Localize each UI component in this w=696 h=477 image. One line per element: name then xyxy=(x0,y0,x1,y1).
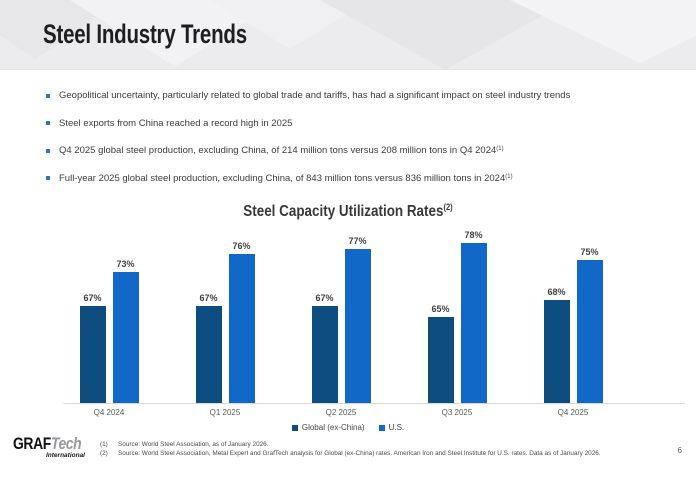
bar xyxy=(195,306,222,403)
bullet-item: Q4 2025 global steel production, excludi… xyxy=(46,145,676,157)
bullet-square-icon xyxy=(46,148,50,153)
legend-item: Global (ex-China) xyxy=(291,423,365,432)
graftech-logo: GRAFTech International xyxy=(13,434,99,459)
slide-header: Steel Industry Trends xyxy=(0,0,696,70)
bar-value-label: 73% xyxy=(116,259,135,269)
bullet-square-icon xyxy=(46,176,50,180)
bullet-item: Full-year 2025 global steel production, … xyxy=(46,173,676,185)
bar xyxy=(311,306,338,403)
bar-value-label: 68% xyxy=(547,287,566,297)
bar xyxy=(576,260,603,403)
chart-title-text: Steel Capacity Utilization Rates xyxy=(243,203,444,220)
bar-column: 76% xyxy=(228,241,255,403)
bullet-list: Geopolitical uncertainty, particularly r… xyxy=(46,90,676,200)
category-label: Q4 2024 xyxy=(93,408,125,417)
bullet-text: Geopolitical uncertainty, particularly r… xyxy=(59,90,571,101)
bar xyxy=(543,300,570,403)
bar-column: 65% xyxy=(427,304,454,403)
bullet-text: Steel exports from China reached a recor… xyxy=(59,117,293,129)
footnote-number: (2) xyxy=(100,450,108,457)
x-axis-labels: Q4 2024 Q1 2025 Q2 2025 Q3 2025 Q4 2025 xyxy=(51,408,631,417)
bar-value-label: 67% xyxy=(315,293,334,303)
bullet-item: Geopolitical uncertainty, particularly r… xyxy=(46,90,676,102)
footnote-ref: (1) xyxy=(505,173,513,180)
logo-wordmark: GRAFTech xyxy=(13,434,84,454)
bar xyxy=(228,254,255,403)
chart-title-footnote-ref: (2) xyxy=(443,202,453,212)
bullet-text: Full-year 2025 global steel production, … xyxy=(59,172,513,184)
bar-chart-plot: 67% 73% 67% 76% 67% 77% 65% 78% 68% 75% xyxy=(51,228,631,403)
footnote-number: (1) xyxy=(100,441,108,448)
logo-text-tech: Tech xyxy=(50,434,82,453)
bar xyxy=(427,317,454,403)
bar xyxy=(460,243,487,403)
chart-title: Steel Capacity Utilization Rates(2) xyxy=(56,202,641,221)
category-label: Q2 2025 xyxy=(325,408,357,417)
bar-column: 75% xyxy=(576,247,603,403)
bar-value-label: 76% xyxy=(232,241,251,251)
footnote-item: (1) Source: World Steel Association, as o… xyxy=(100,440,660,449)
bar-column: 67% xyxy=(79,293,106,403)
legend-label: Global (ex-China) xyxy=(301,423,365,432)
bar-value-label: 67% xyxy=(83,293,102,303)
page-title: Steel Industry Trends xyxy=(43,19,247,49)
bar-column: 68% xyxy=(543,287,570,403)
bar-column: 67% xyxy=(195,293,222,403)
category-label: Q1 2025 xyxy=(209,408,241,417)
bar-group: 67% 73% xyxy=(51,228,167,403)
bullet-square-icon xyxy=(46,121,50,125)
bar-group: 68% 75% xyxy=(515,228,631,403)
legend-swatch-icon xyxy=(291,424,298,431)
page-number: 6 xyxy=(677,446,682,455)
footnote-text: Source: World Steel Association, as of J… xyxy=(118,441,269,448)
bar xyxy=(79,306,106,403)
category-label: Q3 2025 xyxy=(441,408,473,417)
footnote-item: (2) Source: World Steel Association, Meta… xyxy=(100,449,660,458)
logo-text-graf: GRAF xyxy=(13,434,51,453)
bar xyxy=(112,272,139,403)
bar-column: 73% xyxy=(112,259,139,403)
legend-label: U.S. xyxy=(388,423,405,432)
bullet-text: Q4 2025 global steel production, excludi… xyxy=(59,145,504,156)
bar-group: 67% 76% xyxy=(167,228,283,403)
bar-column: 67% xyxy=(311,293,338,403)
x-axis-line xyxy=(63,403,685,404)
bar xyxy=(344,249,371,403)
bar-group: 67% 77% xyxy=(283,228,399,403)
bar-value-label: 77% xyxy=(348,236,367,246)
bar-column: 77% xyxy=(344,236,371,403)
bar-value-label: 67% xyxy=(199,293,218,303)
bar-value-label: 75% xyxy=(580,247,599,257)
footnotes: (1) Source: World Steel Association, as o… xyxy=(100,440,660,458)
chart-legend: Global (ex-China) U.S. xyxy=(0,423,696,432)
bullet-square-icon xyxy=(46,93,50,98)
bar-value-label: 78% xyxy=(464,230,483,240)
bullet-item: Steel exports from China reached a recor… xyxy=(46,118,676,130)
bar-group: 65% 78% xyxy=(399,228,515,403)
bar-value-label: 65% xyxy=(431,304,450,314)
category-label: Q4 2025 xyxy=(557,408,589,417)
legend-swatch-icon xyxy=(378,424,385,431)
bar-column: 78% xyxy=(460,230,487,403)
logo-subtitle: International xyxy=(45,452,85,459)
header-pattern-chevron xyxy=(510,0,696,63)
legend-item: U.S. xyxy=(378,423,405,432)
footnote-ref: (1) xyxy=(496,146,504,152)
footnote-text: Source: World Steel Association, Metal E… xyxy=(118,450,601,457)
